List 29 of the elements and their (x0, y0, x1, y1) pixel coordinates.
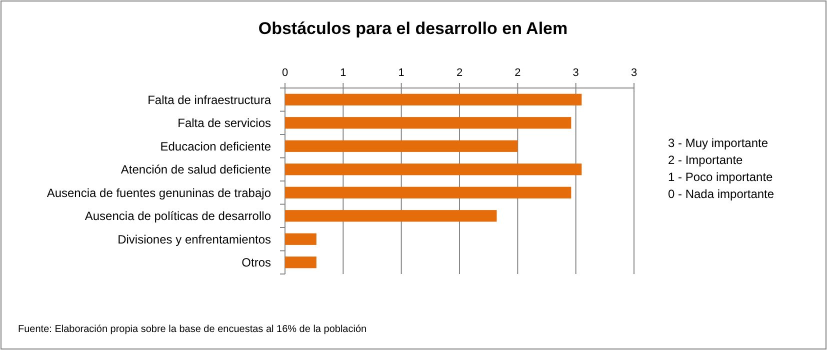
x-tick-label: 2 (514, 67, 521, 79)
y-tick-label: Falta de infraestructura (148, 92, 272, 107)
y-tick-label: Educacion deficiente (160, 139, 272, 154)
x-tick-label: 3 (630, 67, 638, 79)
bar (285, 164, 582, 176)
y-tick-label: Divisiones y enfrentamientos (118, 232, 271, 246)
bar (285, 256, 316, 268)
chart-title: Obstáculos para el desarrollo en Alem (258, 19, 568, 38)
text: 0 - Nada importante (668, 187, 774, 201)
bar (285, 186, 572, 198)
bar (285, 117, 572, 129)
y-tick-label: Atención de salud deficiente (120, 162, 272, 177)
source-note: Fuente: Elaboración propia sobre la base de encuestas al 16% de la población (18, 324, 367, 335)
text: 1 - Poco importante (668, 170, 774, 184)
y-tick-label: Ausencia de fuentes genuninas de trabajo (46, 186, 272, 200)
y-tick-label: Ausencia de políticas de desarrollo (84, 209, 272, 224)
text: 2 - Importante (668, 153, 744, 167)
text: 3 - Muy importante (668, 136, 768, 150)
y-tick-label: Falta de servicios (178, 116, 271, 130)
x-tick-label: 2 (456, 67, 463, 79)
x-tick-label: 1 (398, 67, 404, 79)
x-tick-label: 3 (572, 67, 579, 79)
bar (285, 233, 316, 245)
y-tick-label: Otros (242, 256, 271, 270)
bar (285, 210, 497, 222)
x-tick-label: 0 (282, 67, 288, 79)
bar (285, 140, 518, 152)
x-tick-label: 1 (340, 67, 346, 79)
bar (285, 94, 582, 106)
